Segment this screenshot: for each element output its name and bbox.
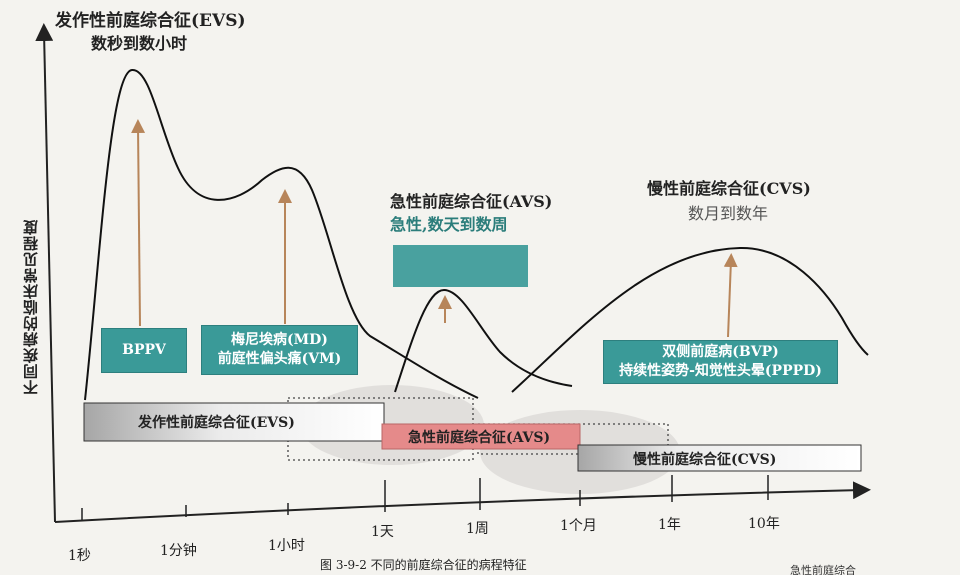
evs-curve <box>84 68 479 401</box>
x-tick-1h: 1小时 <box>268 538 305 554</box>
x-tick-1d: 1天 <box>371 524 394 540</box>
arrow-cvs <box>723 253 738 338</box>
cvs-header-subtitle: 数月到数年 <box>688 204 769 223</box>
x-tick-1m: 1个月 <box>560 518 597 534</box>
x-tick-1y: 1年 <box>658 517 681 533</box>
bvp-label: 双侧前庭病(BVP) <box>662 344 779 360</box>
avs-header-title: 急性前庭综合征(AVS) <box>390 192 553 211</box>
x-tick-1w: 1周 <box>466 521 489 537</box>
pppd-label: 持续性姿势-知觉性头晕(PPPD) <box>619 363 822 379</box>
cvs-header-title: 慢性前庭综合征(CVS) <box>647 179 811 198</box>
md-vm-label-box: 梅尼埃病(MD) 前庭性偏头痛(VM) <box>201 325 358 375</box>
evs-bar-label: 发作性前庭综合征(EVS) <box>138 415 295 431</box>
cvs-bar-label: 慢性前庭综合征(CVS) <box>633 451 777 468</box>
avs-bar-label: 急性前庭综合征(AVS) <box>408 429 551 446</box>
vm-label: 前庭性偏头痛(VM) <box>217 351 342 367</box>
avs-header-subtitle: 急性,数天到数周 <box>390 215 508 234</box>
cvs-curve <box>511 246 869 393</box>
evs-bar-fill <box>83 402 385 442</box>
cvs-bar-fill <box>577 444 862 472</box>
y-axis-label: 不同疾病的临床常见程度 <box>22 219 40 395</box>
x-tick-1s: 1秒 <box>68 548 91 564</box>
bvp-pppd-label-box: 双侧前庭病(BVP) 持续性姿势-知觉性头晕(PPPD) <box>603 340 838 384</box>
figure-caption: 图 3-9-2 不同的前庭综合征的病程特征 <box>320 558 527 572</box>
redacted-label-box <box>393 245 528 287</box>
bppv-label: BPPV <box>122 342 166 358</box>
x-tick-1min: 1分钟 <box>160 543 197 559</box>
avs-curve <box>394 288 573 393</box>
corner-text-fragment: 急性前庭综合 <box>790 564 856 575</box>
x-axis <box>54 481 871 523</box>
bppv-label-box: BPPV <box>101 328 187 373</box>
arrow-bppv <box>131 119 146 327</box>
evs-header-subtitle: 数秒到数小时 <box>91 34 188 53</box>
y-axis <box>35 23 56 523</box>
md-label: 梅尼埃病(MD) <box>231 332 328 348</box>
avs-bar-fill <box>381 423 581 450</box>
x-tick-10y: 10年 <box>748 516 780 532</box>
evs-header-title: 发作性前庭综合征(EVS) <box>55 11 246 31</box>
x-tick-marks <box>81 475 769 520</box>
